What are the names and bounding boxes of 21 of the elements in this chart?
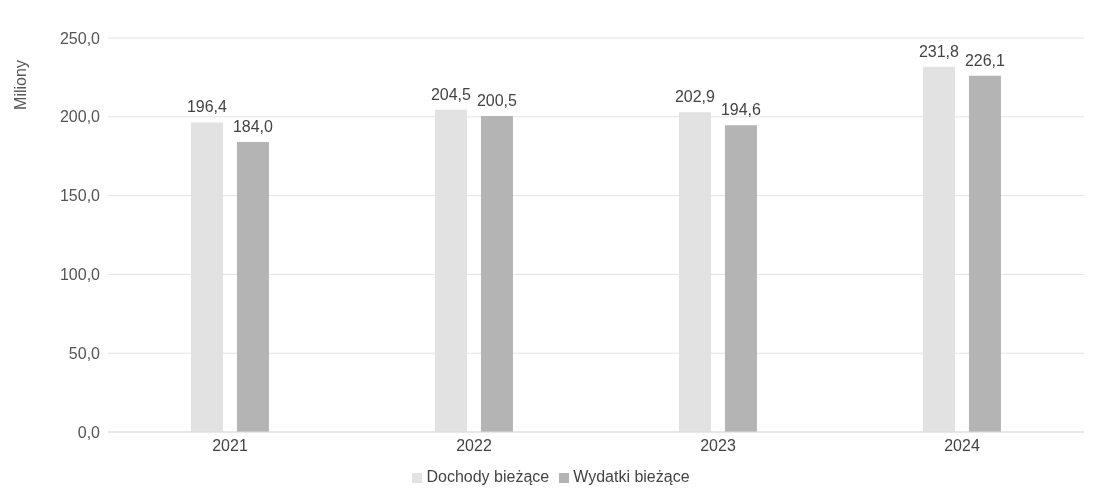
data-label: 200,5 xyxy=(476,92,518,110)
legend-label: Wydatki bieżące xyxy=(573,468,690,485)
data-label: 204,5 xyxy=(430,85,472,103)
data-label: 184,0 xyxy=(232,118,274,136)
x-tick-label: 2023 xyxy=(700,437,736,455)
y-tick-label: 250,0 xyxy=(59,29,101,47)
y-tick-label: 50,0 xyxy=(68,344,101,362)
x-tick-label: 2024 xyxy=(944,437,980,455)
x-tick-label: 2021 xyxy=(212,437,248,455)
y-tick-label: 0,0 xyxy=(77,423,101,441)
data-label: 202,9 xyxy=(674,88,716,106)
y-axis-title: Miliony xyxy=(11,60,29,110)
data-label: 231,8 xyxy=(918,42,960,60)
data-label: 194,6 xyxy=(720,101,762,119)
y-tick-label: 150,0 xyxy=(59,187,101,205)
x-tick-label: 2022 xyxy=(456,437,492,455)
legend-label: Dochody bieżące xyxy=(426,468,550,485)
y-tick-label: 200,0 xyxy=(59,108,101,126)
data-label: 196,4 xyxy=(186,98,228,116)
data-label: 226,1 xyxy=(964,51,1006,69)
y-tick-label: 100,0 xyxy=(59,266,101,284)
